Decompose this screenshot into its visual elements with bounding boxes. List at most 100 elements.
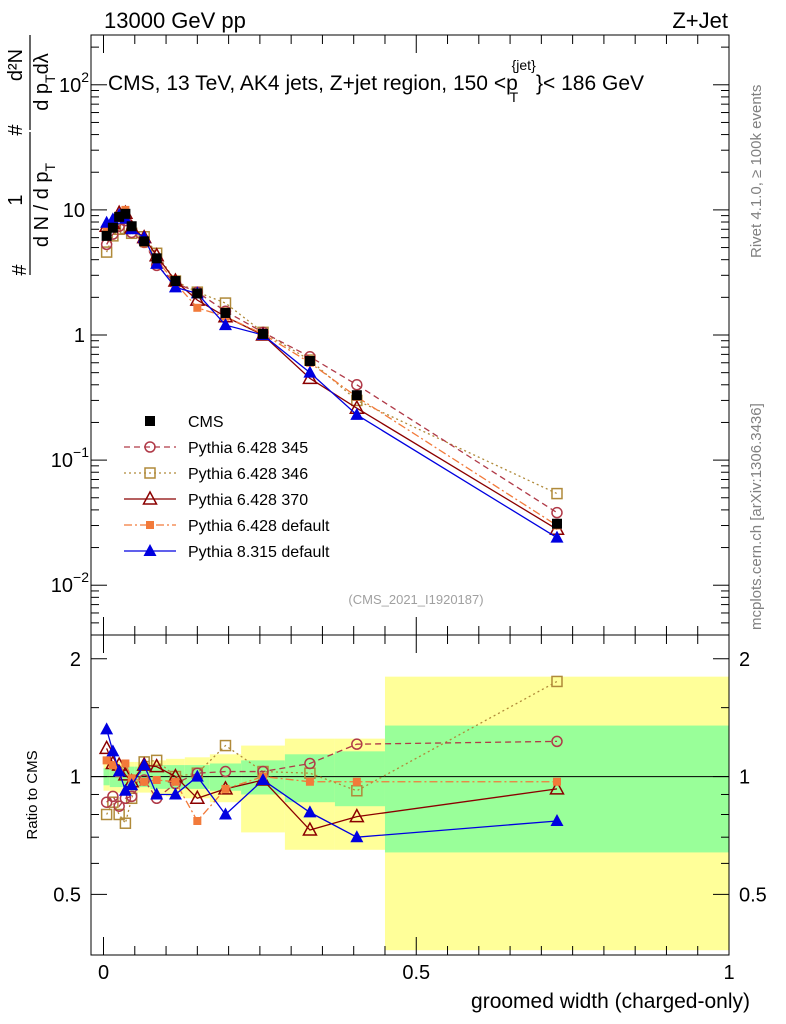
main-point-cms-3: [120, 208, 131, 219]
main-point-p8def-11: [303, 365, 317, 378]
main-point-p346-0: [100, 246, 113, 258]
main-point-cms-7: [170, 276, 181, 287]
main-line-p8def: [106, 214, 558, 539]
ratio-point-p346-3: [119, 817, 132, 829]
ratio-point-p345-13: [551, 735, 563, 748]
ratio-ytick-label-right-0: 0.5: [739, 884, 767, 906]
main-title-tail: }< 186 GeV: [536, 72, 644, 95]
ratio-point-p345-0: [100, 796, 113, 808]
y-label-frac1-den: d N / d pT: [31, 162, 58, 247]
legend-marker-p370: [142, 490, 158, 505]
main-point-cms-2: [114, 211, 125, 222]
main-ytick-base-1: 10: [63, 200, 85, 222]
ratio-point-p6def-8: [193, 816, 202, 825]
xtick-label-1: 0.5: [402, 962, 430, 984]
ratio-point-p345-4: [125, 790, 138, 803]
legend-marker-p346: [144, 467, 156, 479]
ratio-point-p8def-12: [350, 830, 364, 843]
ratio-point-p370-0: [98, 739, 115, 755]
header-left-label: 13000 GeV pp: [104, 8, 246, 33]
main-line-p346: [106, 227, 558, 495]
ratio-ytick-label-left-1: 1: [70, 767, 81, 789]
ratio-point-p346-13: [551, 675, 563, 688]
main-ytick-label-2: 1: [74, 325, 85, 347]
ratio-point-p370-8: [189, 789, 206, 805]
ratio-point-p6def-11: [305, 777, 314, 786]
ratio-ytick-label-left-0: 0.5: [53, 884, 81, 906]
xtick-label-0: 0: [98, 962, 109, 984]
y-label-hash-2: #: [5, 124, 27, 136]
ratio-point-p6def-13: [552, 777, 561, 786]
main-series-cms: [101, 208, 562, 529]
ratio-point-p345-12: [351, 738, 363, 750]
mcplots-label: mcplots.cern.ch [arXiv:1306.3436]: [748, 403, 765, 630]
ratio-ytick-label-right-2: 2: [739, 649, 750, 671]
main-point-p8def-12: [350, 407, 364, 420]
main-series-p6def: [102, 205, 561, 530]
main-point-p6def-0: [102, 226, 111, 235]
main-plot-frame: [90, 34, 730, 636]
ratio-line-p346: [106, 680, 558, 825]
y-label-frac2-den: d pTdλ: [31, 53, 58, 111]
ratio-point-p6def-12: [352, 777, 361, 786]
ratio-point-p8def-1: [106, 744, 120, 757]
ratio-point-p370-12: [349, 808, 365, 823]
ratio-point-p346-2: [113, 808, 125, 821]
legend-label-p8def: Pythia 8.315 default: [188, 544, 330, 561]
legend-marker-p345: [144, 441, 156, 453]
main-ytick-label-4: 10−2: [51, 569, 89, 597]
ratio-point-p345-11: [304, 757, 316, 770]
ratio-ytick-label-right-1: 1: [739, 767, 750, 789]
legend-marker-cms: [145, 416, 155, 426]
main-ytick-exp-4: −2: [73, 569, 89, 585]
ratio-y-axis-label: Ratio to CMS: [24, 750, 41, 839]
main-point-cms-11: [304, 355, 315, 366]
ratio-uncertainty-bands: [91, 676, 729, 951]
ratio-point-p370-13: [549, 780, 565, 795]
main-point-p345-12: [351, 379, 363, 391]
main-point-cms-1: [107, 222, 118, 233]
header-right-label: Z+Jet: [672, 8, 728, 33]
legend-label-p370: Pythia 6.428 370: [188, 492, 308, 509]
main-ytick-exp-3: −1: [73, 444, 89, 460]
ratio-point-p346-6: [150, 754, 163, 767]
xtick-label-2: 1: [723, 962, 734, 984]
main-point-p346-13: [551, 487, 563, 500]
y-label-hash-1: #: [9, 264, 31, 276]
ratio-point-p345-1: [107, 790, 119, 803]
ratio-point-p6def-9: [221, 784, 230, 793]
ratio-point-p8def-3: [118, 783, 132, 796]
ratio-plot-frame: [90, 634, 730, 956]
ratio-point-p345-2: [113, 800, 125, 812]
main-y-axis-label: # 1 d N / d pT # d²N d pTdλ: [5, 35, 58, 276]
main-point-cms-4: [126, 221, 137, 232]
y-label-frac2-den-sub: T: [42, 74, 58, 83]
main-point-cms-6: [151, 253, 162, 264]
main-point-cms-9: [220, 307, 231, 318]
main-line-p345: [106, 219, 558, 514]
ratio-point-p8def-2: [112, 764, 126, 777]
ratio-point-p8def-11: [303, 805, 317, 818]
main-title-sup: {jet}: [512, 57, 536, 73]
legend-marker-p6def: [146, 521, 154, 529]
main-title: CMS, 13 TeV, AK4 jets, Z+jet region, 150…: [108, 52, 644, 107]
main-point-p8def-7: [168, 280, 182, 293]
ratio-point-p6def-7: [171, 777, 180, 786]
analysis-watermark: (CMS_2021_I1920187): [348, 592, 483, 607]
y-label-frac2-den-tail: dλ: [31, 53, 53, 74]
y-label-frac2-num: d²N: [5, 49, 27, 81]
main-ytick-label-1: 10: [63, 200, 85, 222]
ratio-point-p8def-5: [137, 758, 151, 771]
legend-label-p346: Pythia 6.428 346: [188, 466, 308, 483]
main-point-cms-8: [192, 288, 203, 299]
ratio-point-p6def-4: [127, 774, 136, 783]
main-ytick-label-0: 102: [59, 69, 89, 97]
main-point-p8def-9: [218, 318, 232, 331]
main-point-cms-10: [258, 328, 269, 339]
ratio-line-p345: [106, 740, 557, 808]
legend-label-p345: Pythia 6.428 345: [188, 440, 308, 457]
legend: CMS Pythia 6.428 345 Pythia 6.428 346 Pythi…: [124, 414, 330, 561]
main-title-sub: T: [510, 89, 519, 105]
